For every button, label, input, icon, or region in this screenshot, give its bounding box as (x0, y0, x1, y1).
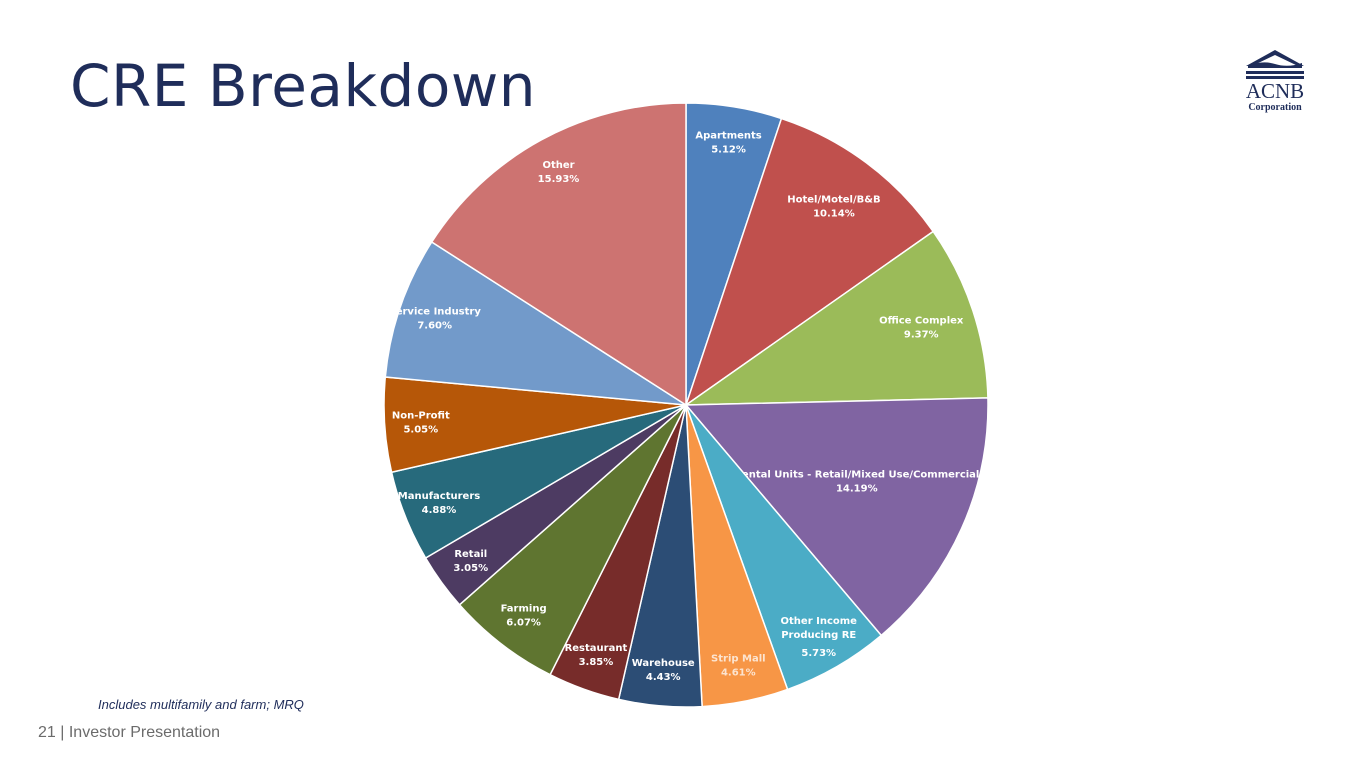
slice-label: Rental Units - Retail/Mixed Use/Commerci… (734, 470, 979, 495)
footer-text: | Investor Presentation (60, 724, 221, 741)
page-title: CRE Breakdown (70, 52, 537, 120)
pie-slice (684, 397, 989, 637)
slice-label: Warehouse 4.43% (632, 658, 695, 683)
slice-label: Office Complex 9.37% (879, 316, 964, 341)
slice-label: Strip Mall 4.61% (711, 654, 766, 679)
slice-label: Other 15.93% (538, 160, 580, 185)
svg-text:Corporation: Corporation (1248, 102, 1302, 113)
slice-label: Restaurant 3.85% (565, 643, 628, 668)
footer: 21 | Investor Presentation (38, 724, 220, 742)
slice-label: Service Industry 7.60% (389, 307, 482, 332)
slice-label: Other Income Producing RE 5.73% (781, 616, 858, 659)
slice-label: Non-Profit 5.05% (392, 411, 450, 436)
footnote: Includes multifamily and farm; MRQ (98, 697, 304, 712)
pie-slice (683, 230, 989, 406)
page-number: 21 (38, 724, 56, 741)
acnb-logo: ACNB Corporation (1246, 50, 1304, 113)
slice-label: Manufacturers 4.88% (398, 491, 481, 516)
pie-slice (384, 240, 687, 406)
pie-slice (430, 102, 687, 407)
svg-text:ACNB: ACNB (1246, 79, 1304, 103)
slice-label: Farming 6.07% (501, 603, 547, 628)
slice-label: Retail 3.05% (453, 549, 488, 574)
pie-slice (684, 117, 935, 407)
slice-label: Hotel/Motel/B&B 10.14% (787, 194, 880, 219)
slice-label: Apartments 5.12% (695, 131, 761, 156)
